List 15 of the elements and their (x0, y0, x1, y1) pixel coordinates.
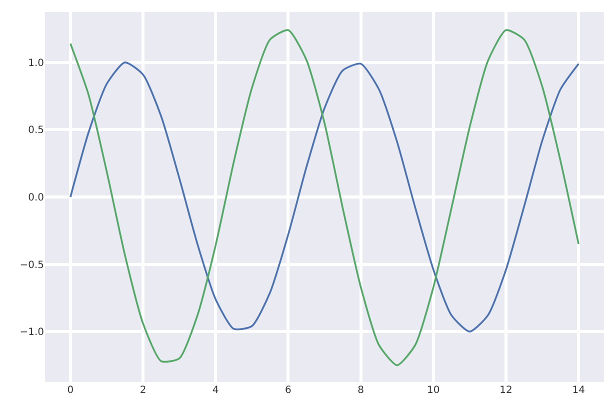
line-series (70, 29, 580, 366)
x-tick-label: 2 (140, 385, 146, 396)
y-tick-label: 1.0 (28, 58, 44, 69)
x-tick-label: 0 (67, 385, 74, 396)
x-tick-label: 12 (500, 385, 512, 396)
x-tick-label: 4 (212, 385, 219, 396)
x-tick-label: 6 (285, 385, 292, 396)
y-tick-label: 0.5 (28, 125, 44, 136)
y-tick-label: −0.5 (20, 260, 44, 271)
x-tick-label: 10 (427, 385, 440, 396)
x-tick-label: 14 (572, 385, 585, 396)
line-series (70, 62, 580, 332)
y-tick-label: 0.0 (28, 192, 44, 204)
x-tick-label: 8 (358, 385, 364, 396)
y-tick-label: −1.0 (20, 327, 44, 338)
